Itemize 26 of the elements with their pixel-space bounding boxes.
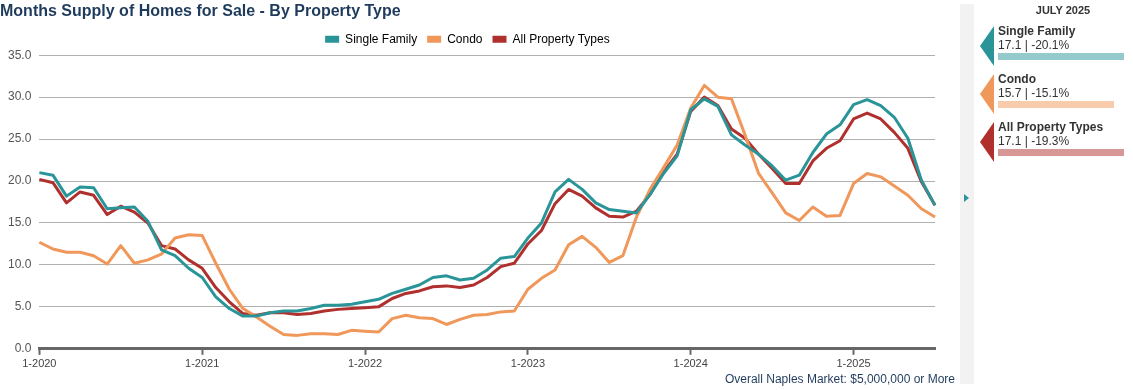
- y-tick-label: 15.0: [8, 215, 32, 230]
- x-tick-label: 1-2021: [185, 357, 220, 370]
- y-tick-label: 5.0: [14, 299, 32, 314]
- text: Condo: [998, 72, 1036, 86]
- x-tick-label: 1-2025: [836, 357, 871, 370]
- text: JULY 2025: [1034, 4, 1092, 16]
- y-tick-label: 25.0: [8, 131, 32, 146]
- legend-label: Single Family: [345, 31, 418, 46]
- legend-label: Condo: [447, 31, 483, 46]
- x-tick-label: 1-2020: [22, 357, 57, 370]
- text: 17.1 | -19.3%: [998, 134, 1071, 148]
- y-tick-label: 0.0: [14, 341, 32, 356]
- text: Overall Naples Market: $5,000,000 or More: [724, 372, 955, 386]
- y-tick-label: 10.0: [8, 257, 32, 272]
- x-tick-label: 1-2022: [347, 357, 383, 370]
- text: 17.1 | -20.1%: [998, 38, 1071, 52]
- y-tick-label: 35.0: [8, 47, 32, 62]
- legend-label: All Property Types: [512, 31, 610, 46]
- y-tick-label: 30.0: [8, 89, 32, 104]
- y-tick-label: 20.0: [8, 173, 32, 188]
- x-tick-label: 1-2023: [510, 357, 546, 370]
- text: All Property Types: [998, 120, 1104, 134]
- text: Single Family: [998, 24, 1076, 38]
- text: 15.7 | -15.1%: [998, 86, 1071, 100]
- chart-title: Months Supply of Homes for Sale - By Property Type: [0, 2, 401, 20]
- x-tick-label: 1-2024: [673, 357, 708, 370]
